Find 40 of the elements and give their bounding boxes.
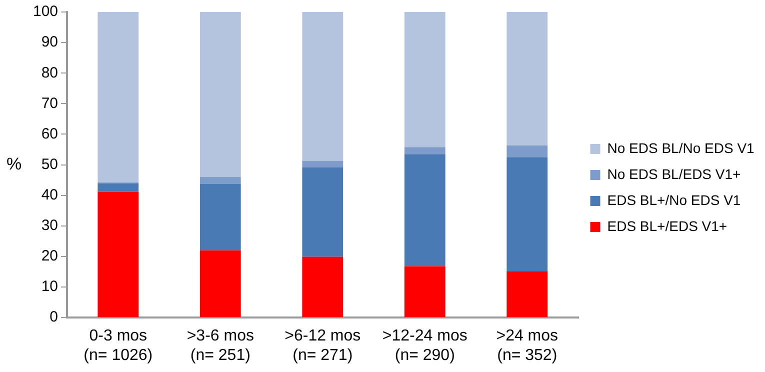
- y-tick-label: 10: [41, 278, 58, 296]
- bar: [302, 256, 344, 318]
- bar: [506, 271, 548, 318]
- y-tick-label: 50: [41, 156, 58, 173]
- y-tick-label: 20: [41, 248, 58, 265]
- legend-label: EDS BL+/EDS V1+: [607, 218, 728, 234]
- bar: [200, 12, 241, 178]
- bar: [200, 250, 241, 318]
- bar: [506, 12, 548, 146]
- bar: [404, 147, 446, 154]
- bar: [506, 146, 548, 158]
- bar: [98, 183, 139, 192]
- y-axis-title: %: [6, 154, 22, 174]
- bar: [98, 12, 139, 183]
- bar: [200, 177, 241, 184]
- bar: [404, 266, 446, 318]
- x-tick-label: >12-24 mos (n= 290): [382, 328, 468, 364]
- legend-label: EDS BL+/No EDS V1: [607, 192, 741, 208]
- y-tick-label: 70: [41, 94, 58, 112]
- y-tick-label: 40: [41, 186, 58, 204]
- x-tick-label: 0-3 mos (n= 1026): [84, 328, 153, 364]
- bar: [302, 12, 344, 161]
- y-tick-label: 100: [32, 3, 58, 20]
- bar: [404, 12, 446, 148]
- y-tick-label: 90: [41, 34, 58, 51]
- bar: [302, 160, 344, 168]
- legend-label: No EDS BL/EDS V1+: [607, 166, 741, 182]
- x-tick-label: >3-6 mos (n= 251): [186, 328, 254, 364]
- bar: [302, 168, 344, 257]
- y-tick-label: 60: [41, 125, 58, 142]
- bar: [404, 154, 446, 266]
- legend-label: No EDS BL/No EDS V1: [607, 140, 755, 156]
- bar: [200, 184, 241, 250]
- y-tick-label: 30: [41, 217, 58, 234]
- bar: [98, 192, 139, 318]
- x-tick-label: >24 mos (n= 352): [496, 328, 558, 364]
- x-tick-label: >6-12 mos (n= 271): [284, 328, 361, 364]
- bar: [506, 157, 548, 272]
- y-tick-label: 80: [41, 64, 58, 82]
- y-tick-label: 0: [50, 308, 58, 326]
